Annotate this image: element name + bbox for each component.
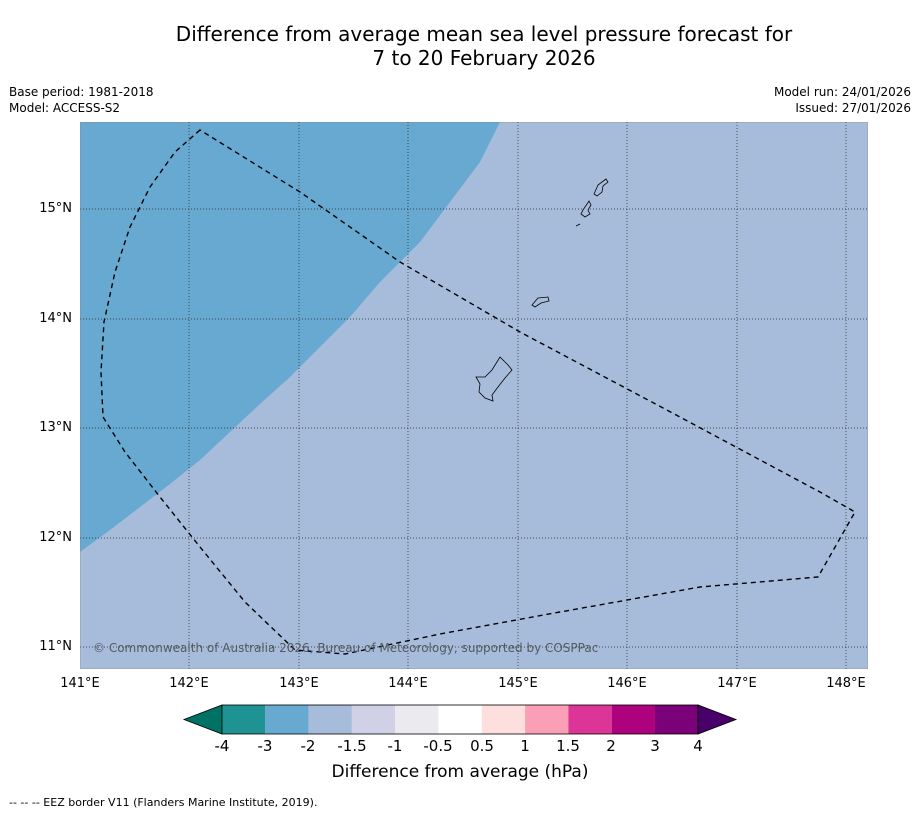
- colorbar-label: 0.5: [470, 737, 494, 755]
- colorbar-swatch-8: [525, 705, 569, 734]
- colorbar-label: 1.5: [556, 737, 580, 755]
- colorbar-label: 1: [520, 737, 530, 755]
- copyright-notice: © Commonwealth of Australia 2026, Bureau…: [93, 641, 599, 655]
- lat-label-12n: 12°N: [39, 530, 72, 545]
- island-guam: [475, 356, 513, 402]
- chart-title: Difference from average mean sea level p…: [80, 22, 888, 70]
- lon-label-143e: 143°E: [279, 676, 319, 691]
- lat-label-15n: 15°N: [39, 201, 72, 216]
- colorbar-label: -4: [214, 737, 230, 755]
- islands: [475, 178, 609, 402]
- colorbar-outline: [221, 704, 699, 735]
- meta-left: Base period: 1981-2018 Model: ACCESS-S2: [9, 84, 154, 116]
- colorbar-arrow-high: [697, 704, 738, 735]
- title-line-1: Difference from average mean sea level p…: [175, 22, 793, 46]
- map-panel: [80, 122, 868, 669]
- island-rota: [531, 296, 550, 308]
- graticule: [80, 122, 868, 669]
- lon-label-148e: 148°E: [826, 676, 866, 691]
- colorbar-label: -2: [300, 737, 316, 755]
- colorbar-label: 2: [606, 737, 616, 755]
- colorbar-swatch-4: [351, 705, 396, 734]
- lat-label-14n: 14°N: [39, 311, 72, 326]
- lon-label-144e: 144°E: [388, 676, 428, 691]
- lon-label-142e: 142°E: [169, 676, 209, 691]
- colorbar-swatch-5: [395, 705, 439, 734]
- island-saipan: [593, 178, 609, 197]
- eez-footnote: -- -- -- EEZ border V11 (Flanders Marine…: [9, 796, 318, 809]
- model-name: Model: ACCESS-S2: [9, 101, 121, 115]
- lon-label-145e: 145°E: [498, 676, 538, 691]
- colorbar-title: Difference from average (hPa): [331, 762, 589, 782]
- colorbar: [182, 704, 738, 735]
- colorbar-swatch-10: [611, 705, 655, 734]
- colorbar-swatch-7: [481, 705, 526, 734]
- base-period: Base period: 1981-2018: [9, 85, 154, 99]
- title-line-2: 7 to 20 February 2026: [372, 46, 596, 70]
- lon-label-146e: 146°E: [607, 676, 647, 691]
- island-tinian: [580, 200, 592, 218]
- colorbar-swatch-3: [308, 705, 352, 734]
- lon-label-147e: 147°E: [717, 676, 757, 691]
- colorbar-label: 4: [693, 737, 703, 755]
- colorbar-label: 3: [650, 737, 660, 755]
- lat-label-13n: 13°N: [39, 420, 72, 435]
- colorbar-swatch-11: [655, 705, 698, 734]
- lat-label-11n: 11°N: [39, 639, 72, 654]
- colorbar-swatch-1: [222, 705, 266, 734]
- colorbar-label: -1: [387, 737, 403, 755]
- colorbar-swatch-9: [568, 705, 612, 734]
- issued-date: Issued: 27/01/2026: [795, 101, 911, 115]
- colorbar-label: -1.5: [337, 737, 367, 755]
- colorbar-label: -0.5: [423, 737, 453, 755]
- colorbar-swatch-6: [438, 705, 482, 734]
- model-run: Model run: 24/01/2026: [773, 85, 911, 99]
- island-aguijan: [575, 223, 581, 227]
- band-minus2-to-minus3: [80, 122, 500, 552]
- colorbar-label: -3: [257, 737, 273, 755]
- colorbar-swatch-2: [265, 705, 309, 734]
- colorbar-arrow-low: [182, 704, 223, 735]
- meta-right: Model run: 24/01/2026 Issued: 27/01/2026: [774, 84, 911, 116]
- lon-label-141e: 141°E: [60, 676, 100, 691]
